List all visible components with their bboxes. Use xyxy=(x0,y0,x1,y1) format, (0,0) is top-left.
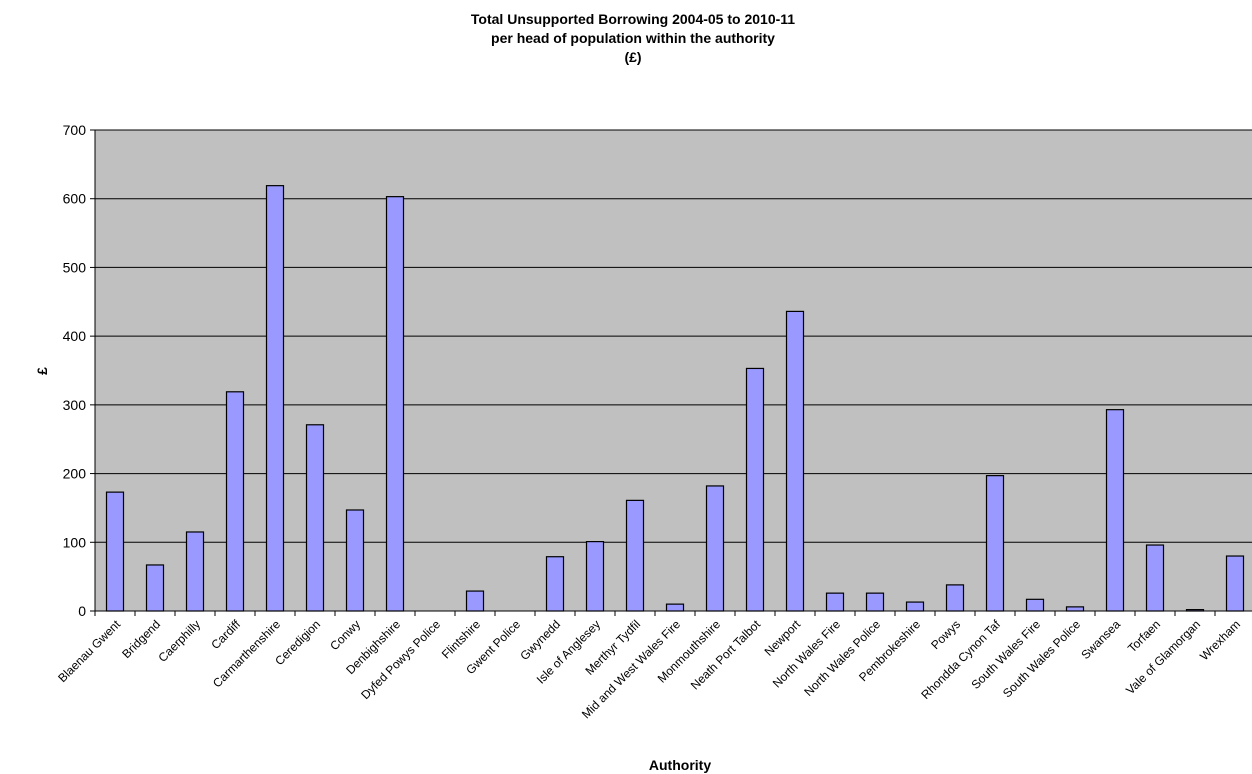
bar xyxy=(985,475,1005,612)
bar xyxy=(785,310,805,612)
gridlines xyxy=(95,129,1252,543)
bar xyxy=(705,485,725,612)
x-category-label: Carmarthenshire xyxy=(210,617,283,690)
bar xyxy=(185,531,205,612)
x-category-label: Caerphilly xyxy=(155,617,203,665)
bar xyxy=(825,592,845,612)
chart-title-line-3: (£) xyxy=(624,49,642,65)
bar xyxy=(465,590,485,612)
bar xyxy=(1065,606,1085,612)
axes xyxy=(90,129,1252,616)
x-category-label: Powys xyxy=(928,617,963,652)
bar xyxy=(105,491,125,612)
chart-title: Total Unsupported Borrowing 2004-05 to 2… xyxy=(0,10,1252,67)
y-tick-label: 700 xyxy=(63,122,87,138)
bar xyxy=(545,556,565,612)
bar xyxy=(945,584,965,612)
bar xyxy=(585,540,605,612)
bar xyxy=(1145,544,1165,612)
x-axis-title: Authority xyxy=(649,757,711,773)
bar xyxy=(385,196,405,612)
x-category-label: Neath Port Talbot xyxy=(688,617,764,693)
y-tick-label: 500 xyxy=(63,259,87,275)
y-tick-label: 400 xyxy=(63,328,87,344)
bar xyxy=(905,601,925,612)
bar xyxy=(305,424,325,612)
bar xyxy=(145,564,165,612)
x-category-label: Torfaen xyxy=(1125,617,1163,655)
x-category-label: Dyfed Powys Police xyxy=(358,617,443,702)
plot-area xyxy=(95,130,1252,611)
bar xyxy=(345,509,365,612)
x-category-label: Vale of Glamorgan xyxy=(1123,617,1203,697)
bar xyxy=(1105,409,1125,612)
y-axis-title: £ xyxy=(34,367,50,375)
bar xyxy=(225,391,245,612)
y-tick-labels: 0 100 200 300 400 500 600 700 xyxy=(63,122,87,619)
x-category-label: South Wales Fire xyxy=(968,617,1043,692)
y-tick-label: 100 xyxy=(63,534,87,550)
y-tick-label: 200 xyxy=(63,466,87,482)
x-category-label: Swansea xyxy=(1078,617,1123,662)
bar xyxy=(745,367,765,612)
bar xyxy=(625,499,645,612)
bar xyxy=(665,603,685,612)
x-category-label: Cardiff xyxy=(208,617,243,652)
x-category-label: North Wales Fire xyxy=(770,617,843,690)
y-tick-label: 0 xyxy=(78,603,86,619)
y-tick-label: 600 xyxy=(63,191,87,207)
x-category-label: North Wales Police xyxy=(801,617,883,699)
chart-title-line-2: per head of population within the author… xyxy=(491,30,775,46)
x-category-label: Conwy xyxy=(327,617,363,653)
x-category-label: Wrexham xyxy=(1197,617,1243,663)
chart-title-line-1: Total Unsupported Borrowing 2004-05 to 2… xyxy=(470,11,796,27)
y-tick-label: 300 xyxy=(63,397,87,413)
x-category-label: South Wales Police xyxy=(1000,617,1083,700)
x-category-label: Blaenau Gwent xyxy=(55,617,123,685)
bar xyxy=(1025,598,1045,612)
bar xyxy=(865,592,885,612)
bar xyxy=(1225,555,1245,612)
bar xyxy=(265,185,285,612)
